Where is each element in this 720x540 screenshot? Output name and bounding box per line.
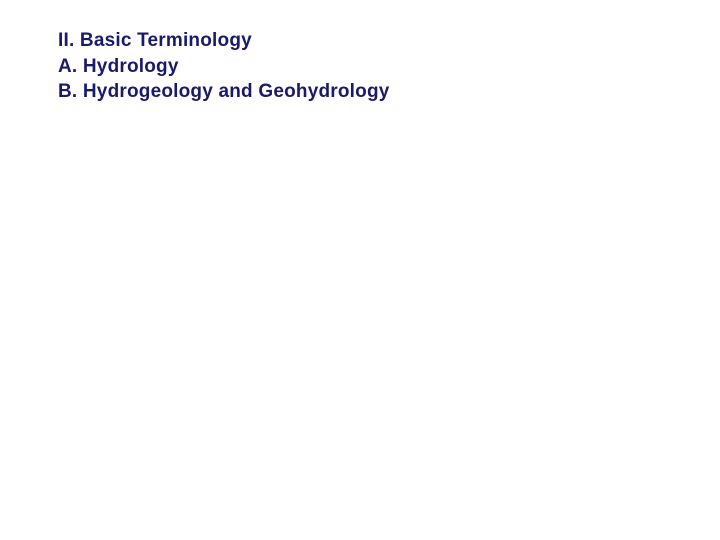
outline-heading: II. Basic Terminology [58,28,390,54]
outline-block: II. Basic Terminology A. Hydrology B. Hy… [58,28,390,105]
outline-item-b: B. Hydrogeology and Geohydrology [58,79,390,105]
outline-item-a: A. Hydrology [58,54,390,80]
